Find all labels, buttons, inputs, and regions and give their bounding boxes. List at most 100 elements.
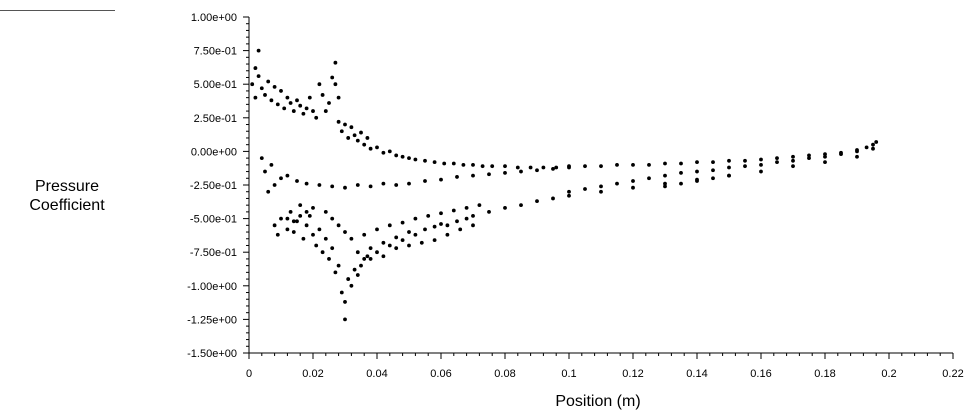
data-point bbox=[256, 74, 261, 79]
data-point bbox=[407, 156, 411, 161]
data-point bbox=[394, 183, 399, 187]
data-point bbox=[330, 75, 335, 80]
data-point bbox=[871, 146, 875, 151]
data-point bbox=[359, 263, 363, 268]
data-point bbox=[352, 267, 357, 272]
data-point bbox=[407, 230, 411, 234]
x-tick-label: 0.22 bbox=[942, 368, 963, 380]
data-point bbox=[554, 165, 559, 170]
data-point bbox=[275, 232, 280, 237]
y-axis-title: Pressure Coefficient bbox=[29, 178, 105, 214]
data-point bbox=[368, 246, 373, 251]
data-point bbox=[327, 101, 331, 105]
data-point bbox=[368, 146, 373, 151]
data-point bbox=[311, 109, 315, 113]
data-point bbox=[333, 82, 338, 87]
data-point bbox=[743, 158, 747, 163]
data-point bbox=[599, 184, 603, 189]
data-point bbox=[695, 177, 699, 182]
data-point bbox=[583, 187, 587, 191]
data-point bbox=[400, 238, 405, 243]
data-point bbox=[426, 214, 431, 218]
data-point bbox=[743, 164, 747, 169]
data-point bbox=[256, 48, 261, 53]
data-point bbox=[330, 216, 335, 221]
y-tick-label: 5.00e-01 bbox=[194, 79, 237, 91]
data-point bbox=[791, 158, 795, 163]
data-point bbox=[291, 230, 296, 234]
data-point bbox=[407, 243, 411, 248]
data-point bbox=[551, 166, 555, 171]
data-point bbox=[349, 236, 354, 241]
data-point bbox=[298, 103, 303, 108]
data-point bbox=[695, 169, 699, 174]
data-point bbox=[263, 169, 267, 174]
data-point bbox=[515, 165, 520, 170]
data-point bbox=[487, 209, 491, 214]
data-point bbox=[711, 160, 715, 165]
data-point bbox=[343, 185, 347, 190]
x-axis-title: Position (m) bbox=[555, 393, 640, 410]
axes: 1.00e+00 7.50e-01 5.00e-01 2.50e-01 0.00e+00… bbox=[187, 12, 964, 380]
data-point bbox=[423, 179, 427, 183]
data-point bbox=[362, 257, 367, 261]
data-point bbox=[400, 220, 405, 225]
data-point bbox=[679, 161, 683, 166]
data-point bbox=[458, 227, 463, 232]
data-point bbox=[320, 250, 325, 255]
data-point bbox=[413, 232, 418, 237]
data-point bbox=[327, 257, 331, 261]
data-point bbox=[432, 238, 437, 243]
data-point bbox=[368, 184, 373, 189]
data-point bbox=[615, 181, 619, 186]
data-point bbox=[759, 169, 763, 174]
data-point bbox=[307, 214, 312, 218]
data-point bbox=[551, 196, 555, 201]
data-point bbox=[336, 95, 341, 100]
data-point bbox=[567, 189, 571, 194]
data-point bbox=[279, 216, 283, 221]
data-point bbox=[631, 185, 635, 190]
data-point bbox=[445, 223, 450, 228]
data-point bbox=[413, 157, 418, 162]
data-point bbox=[323, 236, 328, 241]
data-point bbox=[304, 106, 309, 111]
data-point bbox=[298, 214, 303, 218]
data-point bbox=[727, 158, 731, 163]
data-point bbox=[487, 172, 491, 177]
data-point bbox=[343, 300, 347, 304]
data-point bbox=[679, 181, 683, 186]
data-point bbox=[375, 145, 379, 150]
x-tick-label: 0 bbox=[246, 368, 252, 380]
y-tick-label: -5.00e-01 bbox=[190, 214, 237, 226]
data-point bbox=[541, 165, 546, 170]
data-point bbox=[583, 164, 587, 169]
data-point bbox=[275, 102, 280, 107]
data-point bbox=[259, 156, 264, 161]
data-point bbox=[727, 165, 731, 170]
data-point bbox=[807, 156, 811, 161]
data-point bbox=[464, 205, 469, 210]
data-point bbox=[599, 189, 603, 194]
y-tick-label: -1.00e+00 bbox=[187, 281, 237, 293]
data-point bbox=[647, 162, 651, 167]
data-point bbox=[279, 89, 283, 93]
data-point bbox=[445, 232, 450, 237]
data-point bbox=[663, 184, 667, 189]
data-point bbox=[400, 154, 405, 159]
data-point bbox=[394, 246, 399, 251]
data-point bbox=[663, 173, 667, 178]
data-point bbox=[567, 193, 571, 198]
data-point bbox=[285, 173, 290, 178]
data-point bbox=[599, 164, 603, 169]
data-point bbox=[343, 230, 347, 234]
data-point bbox=[323, 109, 328, 113]
data-point bbox=[439, 177, 443, 182]
data-point bbox=[807, 153, 811, 158]
data-point bbox=[775, 160, 779, 165]
data-point bbox=[461, 162, 466, 167]
data-point bbox=[339, 290, 344, 295]
data-point bbox=[519, 169, 523, 174]
data-point bbox=[663, 181, 667, 186]
data-point bbox=[311, 232, 315, 237]
